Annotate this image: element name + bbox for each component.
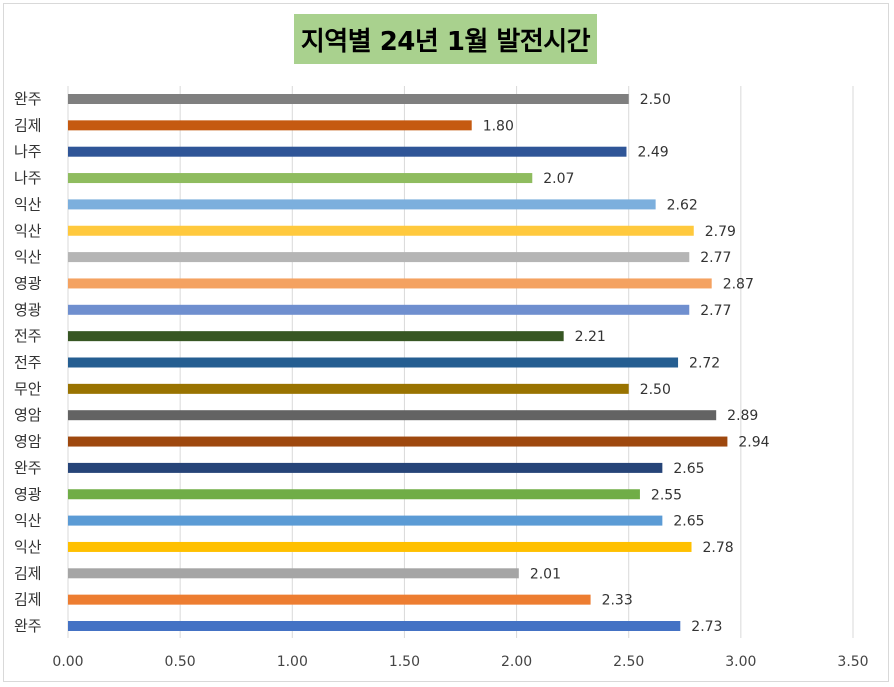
category-label: 익산: [14, 195, 42, 213]
category-label: 익산: [14, 248, 42, 266]
category-label: 김제: [14, 564, 42, 582]
category-label: 영광: [14, 485, 42, 503]
bar: [68, 410, 717, 421]
category-label: 익산: [14, 512, 42, 530]
category-label: 완주: [14, 459, 42, 477]
x-tick-label: 0.00: [52, 654, 83, 670]
data-label: 2.77: [700, 250, 731, 266]
category-label: 나주: [14, 143, 42, 161]
bar: [68, 357, 679, 368]
data-label: 2.87: [723, 276, 754, 292]
x-tick-label: 2.50: [613, 654, 644, 670]
category-label: 영광: [14, 274, 42, 292]
bar: [68, 594, 591, 605]
data-label: 2.07: [543, 171, 574, 187]
data-label: 2.50: [640, 92, 671, 108]
category-label: 영광: [14, 301, 42, 319]
bar: [68, 225, 694, 236]
bar: [68, 568, 519, 579]
category-label: 전주: [14, 354, 42, 372]
chart-title-box: 지역별 24년 1월 발전시간: [294, 14, 597, 64]
bar: [68, 383, 629, 394]
data-label: 2.62: [667, 197, 698, 213]
bar: [68, 541, 692, 552]
data-label: 2.65: [673, 461, 704, 477]
data-label: 2.79: [705, 224, 736, 240]
data-label: 2.94: [738, 435, 769, 451]
category-label: 김제: [14, 116, 42, 134]
chart-title: 지역별 24년 1월 발전시간: [300, 26, 591, 57]
x-tick-label: 1.00: [277, 654, 308, 670]
data-label: 1.80: [483, 118, 514, 134]
bar: [68, 331, 564, 342]
data-label: 2.55: [651, 487, 682, 503]
bar: [68, 462, 663, 473]
bar: [68, 304, 690, 315]
data-label: 2.33: [602, 593, 633, 609]
category-label: 익산: [14, 538, 42, 556]
bar: [68, 621, 681, 631]
bar: [68, 252, 690, 263]
category-label: 영암: [14, 406, 42, 424]
data-label: 2.01: [530, 566, 561, 582]
bar: [68, 120, 472, 131]
bar: [68, 436, 728, 447]
x-tick-label: 2.00: [501, 654, 532, 670]
category-label: 완주: [14, 617, 42, 635]
category-label: 김제: [14, 591, 42, 609]
data-label: 2.72: [689, 356, 720, 372]
data-label: 2.89: [727, 408, 758, 424]
x-tick-label: 3.50: [837, 654, 868, 670]
data-label: 2.73: [691, 619, 722, 635]
bar: [68, 278, 712, 289]
bar: [68, 146, 627, 157]
data-label: 2.21: [575, 329, 606, 345]
data-label: 2.77: [700, 303, 731, 319]
bar: [68, 173, 533, 184]
data-label: 2.78: [703, 540, 734, 556]
category-label: 익산: [14, 222, 42, 240]
bar: [68, 489, 640, 500]
bar: [68, 94, 629, 104]
x-tick-label: 1.50: [389, 654, 420, 670]
category-label: 완주: [14, 90, 42, 108]
category-label: 나주: [14, 169, 42, 187]
x-tick-label: 3.00: [725, 654, 756, 670]
category-label: 전주: [14, 327, 42, 345]
category-label: 영암: [14, 433, 42, 451]
bar: [68, 199, 656, 210]
bar: [68, 515, 663, 526]
data-label: 2.50: [640, 382, 671, 398]
data-label: 2.49: [637, 145, 668, 161]
data-label: 2.65: [673, 514, 704, 530]
x-tick-label: 0.50: [165, 654, 196, 670]
category-label: 무안: [14, 380, 42, 398]
